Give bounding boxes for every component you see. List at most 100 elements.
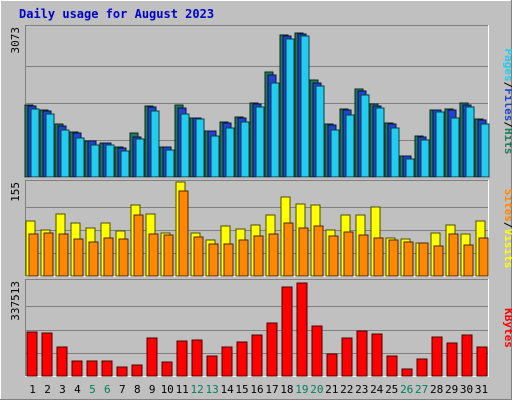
legend-entry-kbytes: KBytes <box>502 308 512 348</box>
bar-sites-day-3 <box>58 233 69 277</box>
x-tick-day-13: 13 <box>205 383 218 396</box>
chart-title: Daily usage for August 2023 <box>19 7 214 21</box>
x-tick-day-14: 14 <box>220 383 234 396</box>
x-axis-labels: 1 2 3 4 5 6 7 8 9 10 11 12 13 14 15 16 17 18 19 20 21 22 23 24 2… <box>29 383 488 396</box>
x-tick-day-1: 1 <box>29 383 36 396</box>
bar-pages-day-27 <box>420 139 430 178</box>
x-tick-day-17: 17 <box>265 383 278 396</box>
bar-kbytes-day-25 <box>386 355 398 377</box>
bar-sites-day-7 <box>118 238 129 277</box>
x-tick-day-9: 9 <box>149 383 156 396</box>
bar-kbytes-day-10 <box>161 361 173 377</box>
bar-pages-day-30 <box>465 106 475 178</box>
x-tick-day-21: 21 <box>325 383 338 396</box>
panel-mid-ymax-label: 155 <box>9 182 22 202</box>
legend-entry-files: Files <box>502 88 512 121</box>
bar-pages-day-29 <box>450 117 460 178</box>
x-tick-day-8: 8 <box>134 383 141 396</box>
bar-kbytes-day-3 <box>56 346 68 377</box>
x-tick-day-3: 3 <box>59 383 66 396</box>
x-tick-day-27: 27 <box>415 383 428 396</box>
bar-pages-day-2 <box>45 113 55 178</box>
x-tick-day-19: 19 <box>295 383 308 396</box>
x-tick-day-29: 29 <box>445 383 458 396</box>
bar-kbytes-day-16 <box>251 334 263 377</box>
bar-kbytes-day-5 <box>86 360 98 377</box>
bar-sites-day-4 <box>73 238 84 277</box>
bar-kbytes-day-11 <box>176 340 188 377</box>
bar-sites-day-18 <box>283 222 294 277</box>
bar-pages-day-13 <box>210 135 220 178</box>
legend-entry-separator: / <box>502 82 512 89</box>
x-tick-day-15: 15 <box>235 383 248 396</box>
bar-sites-day-9 <box>148 233 159 277</box>
bar-pages-day-7 <box>120 150 130 178</box>
bar-pages-day-24 <box>375 107 385 178</box>
bar-kbytes-day-22 <box>341 337 353 377</box>
bar-kbytes-day-1 <box>26 331 38 377</box>
bar-sites-day-8 <box>133 214 144 277</box>
bar-sites-day-19 <box>298 227 309 277</box>
bar-sites-day-28 <box>433 245 444 277</box>
x-tick-day-26: 26 <box>400 383 413 396</box>
bar-kbytes-day-15 <box>236 341 248 377</box>
bar-pages-day-19 <box>300 35 310 178</box>
bar-sites-day-25 <box>388 239 399 277</box>
x-tick-day-16: 16 <box>250 383 263 396</box>
bar-pages-day-17 <box>270 82 280 178</box>
bar-sites-day-21 <box>328 235 339 277</box>
x-tick-day-4: 4 <box>74 383 81 396</box>
bar-sites-day-11 <box>178 190 189 277</box>
bar-pages-day-3 <box>60 129 70 178</box>
bar-pages-day-28 <box>435 111 445 178</box>
legend-entry-separator: / <box>502 121 512 128</box>
bar-kbytes-day-31 <box>476 346 488 377</box>
bar-sites-day-10 <box>163 234 174 277</box>
bar-sites-day-27 <box>418 242 429 277</box>
bar-pages-day-18 <box>285 38 295 178</box>
bar-kbytes-day-30 <box>461 334 473 377</box>
bar-pages-day-25 <box>390 127 400 178</box>
legend-entry-visits: Visits <box>502 229 512 269</box>
bar-sites-day-29 <box>448 233 459 277</box>
bar-sites-day-26 <box>403 241 414 277</box>
bar-kbytes-day-7 <box>116 366 128 377</box>
x-tick-day-22: 22 <box>340 383 353 396</box>
bar-pages-day-10 <box>165 149 175 178</box>
bar-pages-day-22 <box>345 114 355 178</box>
bar-sites-day-1 <box>28 233 39 277</box>
bar-pages-day-8 <box>135 138 145 178</box>
x-tick-day-31: 31 <box>475 383 488 396</box>
bar-kbytes-day-20 <box>311 325 323 377</box>
bar-kbytes-day-8 <box>131 364 143 377</box>
bar-sites-day-12 <box>193 236 204 277</box>
x-tick-day-25: 25 <box>385 383 398 396</box>
legend-entry-sites: Sites <box>502 189 512 222</box>
bar-sites-day-14 <box>223 243 234 277</box>
x-tick-day-20: 20 <box>310 383 323 396</box>
bar-sites-day-23 <box>358 234 369 277</box>
bar-kbytes-day-18 <box>281 286 293 377</box>
bar-pages-day-12 <box>195 118 205 178</box>
bar-pages-day-5 <box>90 144 100 178</box>
x-tick-day-11: 11 <box>176 383 189 396</box>
bar-sites-day-15 <box>238 239 249 277</box>
bar-pages-day-14 <box>225 127 235 178</box>
x-tick-day-24: 24 <box>370 383 384 396</box>
bar-pages-day-11 <box>180 113 190 178</box>
x-tick-day-10: 10 <box>161 383 174 396</box>
bar-kbytes-day-9 <box>146 337 158 377</box>
x-tick-day-12: 12 <box>190 383 203 396</box>
bar-sites-day-5 <box>88 241 99 277</box>
bar-pages-day-23 <box>360 94 370 178</box>
bar-sites-day-13 <box>208 243 219 277</box>
bar-kbytes-day-4 <box>71 360 83 377</box>
bar-sites-day-17 <box>268 233 279 277</box>
panel-mid: 155 Sites/Visits <box>9 180 512 277</box>
panel-bottom-ymax-label: 337513 <box>9 281 22 321</box>
bar-sites-day-22 <box>343 231 354 277</box>
